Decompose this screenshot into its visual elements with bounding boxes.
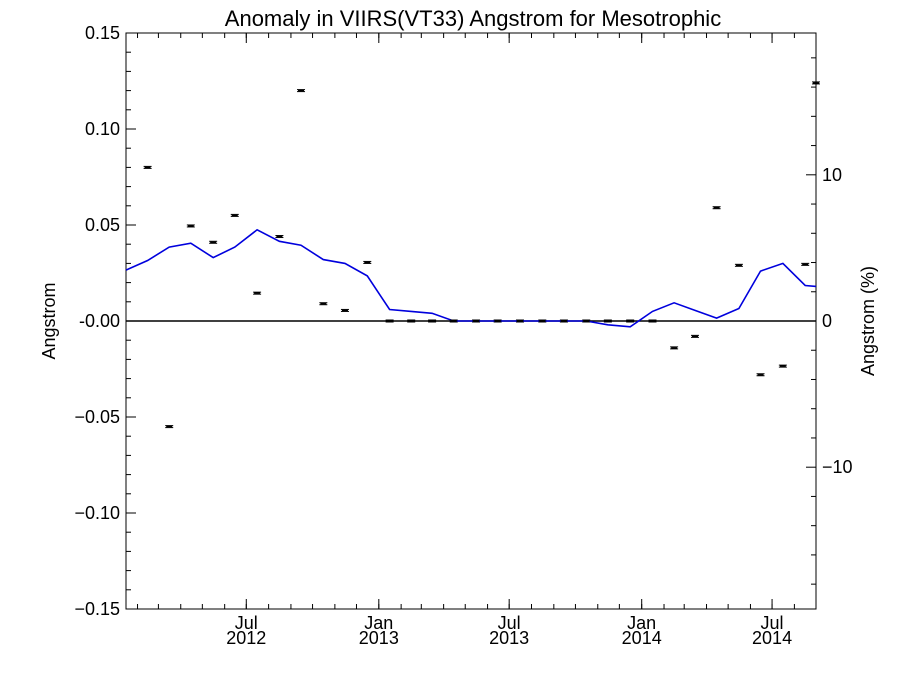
data-point (472, 319, 481, 323)
x-tick-label-year: 2012 (226, 628, 266, 648)
data-point (165, 425, 174, 429)
y-axis-label: Angstrom (39, 282, 59, 359)
x-tick-label-year: 2013 (489, 628, 529, 648)
data-point (670, 346, 679, 350)
y2-tick-label: −10 (822, 457, 853, 477)
x-tick-label-year: 2013 (359, 628, 399, 648)
data-point (428, 319, 437, 323)
data-point (407, 319, 416, 323)
data-point (582, 319, 591, 323)
data-point (186, 224, 195, 228)
y-tick-label: −0.10 (74, 503, 120, 523)
data-point (493, 319, 502, 323)
y2-tick-label: 0 (822, 311, 832, 331)
data-point (756, 373, 765, 377)
y-tick-label: −0.05 (74, 407, 120, 427)
x-tick-label-year: 2014 (752, 628, 792, 648)
data-point (626, 319, 635, 323)
data-point (801, 262, 810, 266)
series-line (125, 228, 817, 328)
data-point (712, 206, 721, 210)
x-tick-label-month: Jan (364, 613, 393, 633)
data-point (209, 240, 218, 244)
data-point (449, 319, 458, 323)
data-point (538, 319, 547, 323)
data-point (778, 364, 787, 368)
y2-axis-label: Angstrom (%) (858, 266, 878, 376)
x-tick-label-month: Jul (498, 613, 521, 633)
data-point (812, 81, 820, 85)
chart-title: Anomaly in VIIRS(VT33) Angstrom for Meso… (225, 6, 721, 31)
data-point (515, 319, 524, 323)
data-point (297, 89, 306, 93)
data-point (340, 308, 349, 312)
x-tick-label-year: 2014 (622, 628, 662, 648)
y-tick-label: 0.15 (85, 23, 120, 43)
y2-tick-label: 10 (822, 165, 842, 185)
data-point (385, 319, 394, 323)
data-point (230, 213, 239, 217)
data-point (734, 263, 743, 267)
data-point (253, 291, 262, 295)
data-point (648, 319, 657, 323)
data-point (319, 302, 328, 306)
plot-area: 0.15 0.10 0.05 -0.00 −0.05 −0.10 −0.15 10 0 −10 Ju… (74, 23, 852, 648)
y-tick-label: 0.10 (85, 119, 120, 139)
data-point (559, 319, 568, 323)
x-tick-label-month: Jul (761, 613, 784, 633)
data-point (363, 260, 372, 264)
data-point (603, 319, 612, 323)
data-point (275, 235, 284, 239)
y-tick-label: -0.00 (79, 311, 120, 331)
y-tick-label: 0.05 (85, 215, 120, 235)
data-point (690, 334, 699, 338)
x-tick-label-month: Jan (627, 613, 656, 633)
y-tick-label: −0.15 (74, 599, 120, 619)
data-point (143, 165, 152, 169)
x-tick-label-month: Jul (235, 613, 258, 633)
